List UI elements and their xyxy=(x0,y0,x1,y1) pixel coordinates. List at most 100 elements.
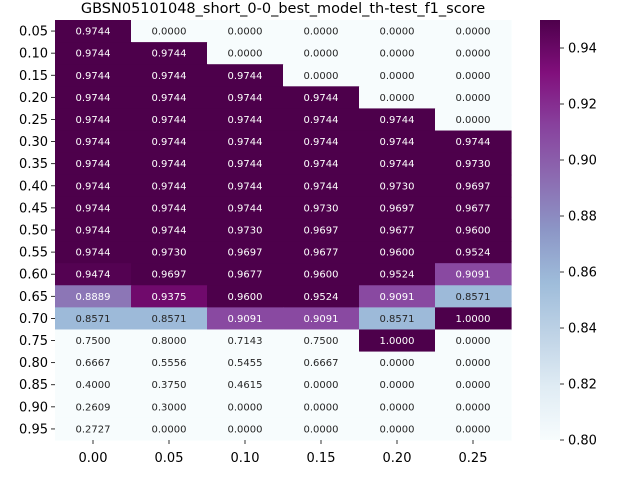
cell-value-label: 0.9744 xyxy=(152,49,187,60)
heatmap-cell xyxy=(55,395,132,419)
y-tick-label: 0.30 xyxy=(19,135,48,150)
cell-value-label: 0.0000 xyxy=(456,402,491,413)
heatmap-cell xyxy=(435,285,512,308)
y-tick-label: 0.90 xyxy=(19,400,48,415)
heatmap-cell xyxy=(283,130,360,154)
heatmap-cell xyxy=(283,152,360,176)
heatmap-cell xyxy=(435,20,512,43)
heatmap-cell xyxy=(283,351,360,375)
cell-value-label: 0.9744 xyxy=(152,93,187,104)
cell-value-label: 0.9744 xyxy=(380,115,415,126)
heatmap-cell xyxy=(55,307,132,331)
heatmap-cell xyxy=(359,108,436,132)
heatmap-cell xyxy=(435,351,512,375)
heatmap-cell xyxy=(359,130,436,154)
heatmap-cell xyxy=(435,130,512,154)
y-tick-label: 0.15 xyxy=(19,69,48,84)
x-tick-label: 0.10 xyxy=(231,451,260,466)
cell-value-label: 0.2727 xyxy=(76,424,111,435)
heatmap-cell xyxy=(283,174,360,198)
y-tick-label: 0.50 xyxy=(19,224,48,239)
cell-value-label: 0.9744 xyxy=(152,159,187,170)
heatmap-cell xyxy=(435,373,512,397)
heatmap-cell xyxy=(435,196,512,220)
cell-value-label: 0.9744 xyxy=(152,115,187,126)
cell-value-label: 0.9600 xyxy=(456,226,491,237)
cell-value-label: 0.0000 xyxy=(380,358,415,369)
heatmap-cell xyxy=(55,20,132,43)
cell-value-label: 0.9744 xyxy=(152,71,187,82)
cell-value-label: 0.9600 xyxy=(380,248,415,259)
heatmap-cell xyxy=(131,130,208,154)
cell-value-label: 0.9744 xyxy=(76,115,111,126)
colorbar-tick-label: 0.94 xyxy=(568,42,597,57)
cell-value-label: 0.0000 xyxy=(304,424,339,435)
heatmap-cell xyxy=(283,64,360,87)
heatmap-cell xyxy=(283,196,360,220)
heatmap-cell xyxy=(359,218,436,242)
y-tick-label: 0.80 xyxy=(19,356,48,371)
heatmap-cell xyxy=(55,351,132,375)
colorbar xyxy=(540,20,560,440)
cell-value-label: 0.7500 xyxy=(76,336,111,347)
cell-value-label: 0.9744 xyxy=(76,137,111,148)
heatmap-cell xyxy=(131,241,208,264)
heatmap-cell xyxy=(283,395,360,419)
cell-value-label: 0.9730 xyxy=(152,248,187,259)
cell-value-label: 0.0000 xyxy=(380,49,415,60)
x-axis: 0.00 0.05 0.10 0.15 0.20 0.25 xyxy=(79,440,487,466)
heatmap-cell xyxy=(359,241,436,264)
y-tick-label: 0.75 xyxy=(19,334,48,349)
cell-value-label: 0.9697 xyxy=(380,203,415,214)
heatmap-cell xyxy=(435,86,512,110)
cell-value-label: 0.8571 xyxy=(380,314,415,325)
heatmap-cell xyxy=(131,42,208,65)
cell-value-label: 0.9744 xyxy=(228,181,263,192)
y-tick-label: 0.45 xyxy=(19,201,48,216)
colorbar-tick-label: 0.86 xyxy=(568,266,597,281)
cell-value-label: 0.9744 xyxy=(76,203,111,214)
heatmap-cells xyxy=(55,20,512,441)
x-tick-label: 0.05 xyxy=(155,451,184,466)
heatmap-cell xyxy=(55,285,132,308)
heatmap-cell xyxy=(131,329,208,353)
cell-value-label: 0.9744 xyxy=(76,27,111,38)
heatmap-cell xyxy=(55,417,132,441)
heatmap-cell xyxy=(207,351,284,375)
cell-value-label: 0.9744 xyxy=(380,137,415,148)
cell-value-label: 0.9677 xyxy=(380,226,415,237)
cell-value-label: 0.7143 xyxy=(228,336,263,347)
cell-value-label: 0.0000 xyxy=(380,380,415,391)
cell-value-label: 0.9744 xyxy=(76,226,111,237)
heatmap-cell xyxy=(55,218,132,242)
y-tick-label: 0.25 xyxy=(19,113,48,128)
x-tick-label: 0.00 xyxy=(79,451,108,466)
cell-value-label: 0.9677 xyxy=(304,248,339,259)
cell-value-label: 0.0000 xyxy=(304,71,339,82)
cell-value-label: 0.4000 xyxy=(76,380,111,391)
heatmap-cell xyxy=(359,86,436,110)
heatmap-cell xyxy=(207,218,284,242)
cell-value-label: 0.5455 xyxy=(228,358,263,369)
heatmap-cell xyxy=(283,86,360,110)
heatmap-cell xyxy=(435,395,512,419)
heatmap-cell xyxy=(359,351,436,375)
cell-value-label: 0.3000 xyxy=(152,402,187,413)
heatmap-cell xyxy=(55,329,132,353)
heatmap-cell xyxy=(55,241,132,264)
cell-value-label: 0.9677 xyxy=(456,203,491,214)
heatmap-cell xyxy=(283,108,360,132)
cell-value-label: 1.0000 xyxy=(380,336,415,347)
heatmap-cell xyxy=(435,64,512,87)
colorbar-tick-label: 0.88 xyxy=(568,210,597,225)
heatmap-cell xyxy=(283,263,360,286)
cell-value-label: 0.9091 xyxy=(456,270,491,281)
cell-value-label: 0.9744 xyxy=(76,93,111,104)
cell-value-label: 0.0000 xyxy=(304,402,339,413)
heatmap-cell xyxy=(131,373,208,397)
heatmap-cell xyxy=(131,20,208,43)
cell-value-label: 0.9744 xyxy=(380,159,415,170)
heatmap-cell xyxy=(55,373,132,397)
cell-value-label: 0.9744 xyxy=(76,248,111,259)
cell-value-label: 0.0000 xyxy=(304,380,339,391)
